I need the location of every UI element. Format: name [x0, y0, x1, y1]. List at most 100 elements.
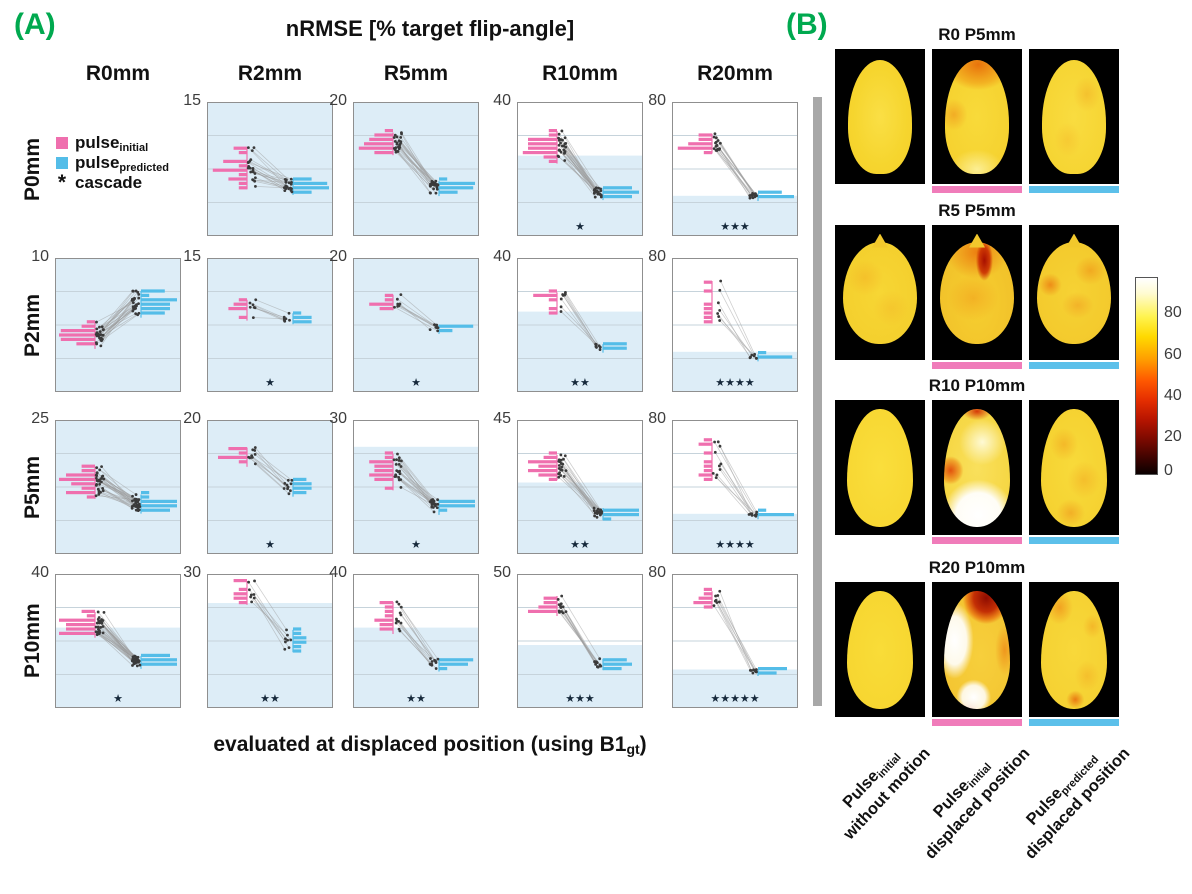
- significance-stars: ★★★★: [715, 376, 755, 389]
- brain-map: [1029, 225, 1119, 360]
- significance-stars: ★★: [570, 538, 590, 551]
- brain-slice-image: [843, 241, 917, 344]
- brain-slice-image: [1041, 408, 1107, 527]
- legend: pulseinitial pulsepredicted * cascade: [56, 132, 169, 194]
- heatmap-group-title: R10 P10mm: [928, 376, 1026, 395]
- brain-slice-image: [1037, 241, 1111, 344]
- y-axis-max-label: 80: [648, 92, 666, 109]
- asterisk-icon: *: [57, 171, 67, 194]
- colorbar-tick-20: 20: [1164, 428, 1182, 445]
- panel-divider: [813, 97, 822, 706]
- brain-map: [1029, 400, 1119, 535]
- significance-stars: ★★: [406, 692, 426, 705]
- row-label-p5mm: P5mm: [21, 455, 44, 519]
- y-axis-max-label: 45: [493, 410, 511, 427]
- significance-stars: ★: [113, 692, 123, 705]
- row-label-p10mm: P10mm: [21, 603, 44, 679]
- significance-stars: ★: [411, 538, 421, 551]
- brain-slice-image: [944, 408, 1010, 527]
- brain-slice-image: [944, 590, 1010, 709]
- subplot-P5mm-R2mm: 20 ★: [183, 410, 333, 554]
- brain-map: [932, 582, 1022, 717]
- col-header-r0mm: R0mm: [85, 62, 151, 85]
- subplot-canvas: ★: [353, 420, 479, 554]
- y-axis-max-label: 80: [648, 248, 666, 265]
- brain-map: [1029, 49, 1119, 184]
- subplot-P5mm-R10mm: 45 ★★: [493, 410, 643, 554]
- series-underline-blue: [1029, 719, 1119, 726]
- subplot-canvas: [55, 258, 181, 392]
- col-header-r5mm: R5mm: [383, 62, 449, 85]
- colorbar-tick-80: 80: [1164, 304, 1182, 321]
- series-underline-pink: [932, 537, 1022, 544]
- subplot-canvas: ★★★: [672, 102, 798, 236]
- series-underline-blue: [1029, 362, 1119, 369]
- row-label-p0mm: P0mm: [21, 137, 44, 201]
- subplot-canvas: ★: [207, 258, 333, 392]
- y-axis-max-label: 40: [493, 248, 511, 265]
- y-axis-max-label: 50: [493, 564, 511, 581]
- brain-map: [932, 400, 1022, 535]
- y-axis-max-label: 10: [31, 248, 49, 265]
- col-header-r2mm: R2mm: [237, 62, 303, 85]
- subplot-canvas: ★★★★★: [672, 574, 798, 708]
- heatmap-group-title: R20 P10mm: [928, 558, 1026, 577]
- y-axis-max-label: 25: [31, 410, 49, 427]
- subplot-canvas: ★★: [517, 258, 643, 392]
- subplot-P2mm-R0mm: 10: [31, 248, 181, 392]
- significance-stars: ★: [575, 220, 585, 233]
- brain-slice-image: [847, 408, 913, 527]
- brain-slice-image: [848, 59, 912, 174]
- subplot-canvas: ★: [517, 102, 643, 236]
- subplot-P0mm-R10mm: 40 ★: [493, 92, 643, 236]
- legend-item-cascade: * cascade: [56, 171, 169, 194]
- brain-map: [932, 49, 1022, 184]
- pink-swatch-icon: [56, 137, 68, 149]
- y-axis-max-label: 20: [183, 410, 201, 427]
- subplot-P2mm-R20mm: 80 ★★★★: [648, 248, 798, 392]
- subplot-P2mm-R10mm: 40 ★★: [493, 248, 643, 392]
- subplot-canvas: ★★★★: [672, 258, 798, 392]
- subplot-P10mm-R5mm: 40 ★★: [329, 564, 479, 708]
- y-axis-max-label: 30: [329, 410, 347, 427]
- heatmap-group-title: R0 P5mm: [938, 25, 1016, 44]
- significance-stars: ★: [265, 376, 275, 389]
- subplot-P10mm-R20mm: 80 ★★★★★: [648, 564, 798, 708]
- y-axis-max-label: 15: [183, 92, 201, 109]
- subplot-canvas: [207, 102, 333, 236]
- colorbar-tick-0: 0: [1164, 462, 1173, 479]
- significance-stars: ★: [265, 538, 275, 551]
- figure-title: nRMSE [% target flip-angle]: [285, 16, 575, 41]
- y-axis-max-label: 15: [183, 248, 201, 265]
- subplot-canvas: ★: [353, 258, 479, 392]
- colorbar-tick-60: 60: [1164, 346, 1182, 363]
- legend-item-pulse-predicted: pulsepredicted: [56, 153, 169, 174]
- significance-stars: ★★★★★: [710, 692, 759, 705]
- subplot-P10mm-R10mm: 50 ★★★: [493, 564, 643, 708]
- subplot-P10mm-R2mm: 30 ★★: [183, 564, 333, 708]
- y-axis-max-label: 80: [648, 410, 666, 427]
- subplot-P0mm-R2mm: 15: [183, 92, 333, 236]
- subplot-canvas: ★★: [353, 574, 479, 708]
- y-axis-max-label: 20: [329, 248, 347, 265]
- brain-slice-image: [945, 59, 1009, 174]
- subplot-canvas: ★★: [517, 420, 643, 554]
- panel-a-label: (A): [14, 8, 56, 41]
- colorbar: [1135, 277, 1158, 475]
- subplot-P2mm-R2mm: 15 ★: [183, 248, 333, 392]
- brain-map: [835, 225, 925, 360]
- subplot-canvas: [353, 102, 479, 236]
- series-underline-pink: [932, 719, 1022, 726]
- subplot-canvas: ★: [207, 420, 333, 554]
- significance-stars: ★★★★: [715, 538, 755, 551]
- subplot-canvas: ★★★★: [672, 420, 798, 554]
- colorbar-tick-40: 40: [1164, 387, 1182, 404]
- legend-label: pulseinitial: [75, 132, 149, 154]
- significance-stars: ★★: [570, 376, 590, 389]
- significance-stars: ★★★: [565, 692, 595, 705]
- legend-label: cascade: [75, 173, 143, 192]
- series-underline-pink: [932, 186, 1022, 193]
- brain-map: [932, 225, 1022, 360]
- heatmap-group-title: R5 P5mm: [938, 201, 1016, 220]
- y-axis-max-label: 40: [31, 564, 49, 581]
